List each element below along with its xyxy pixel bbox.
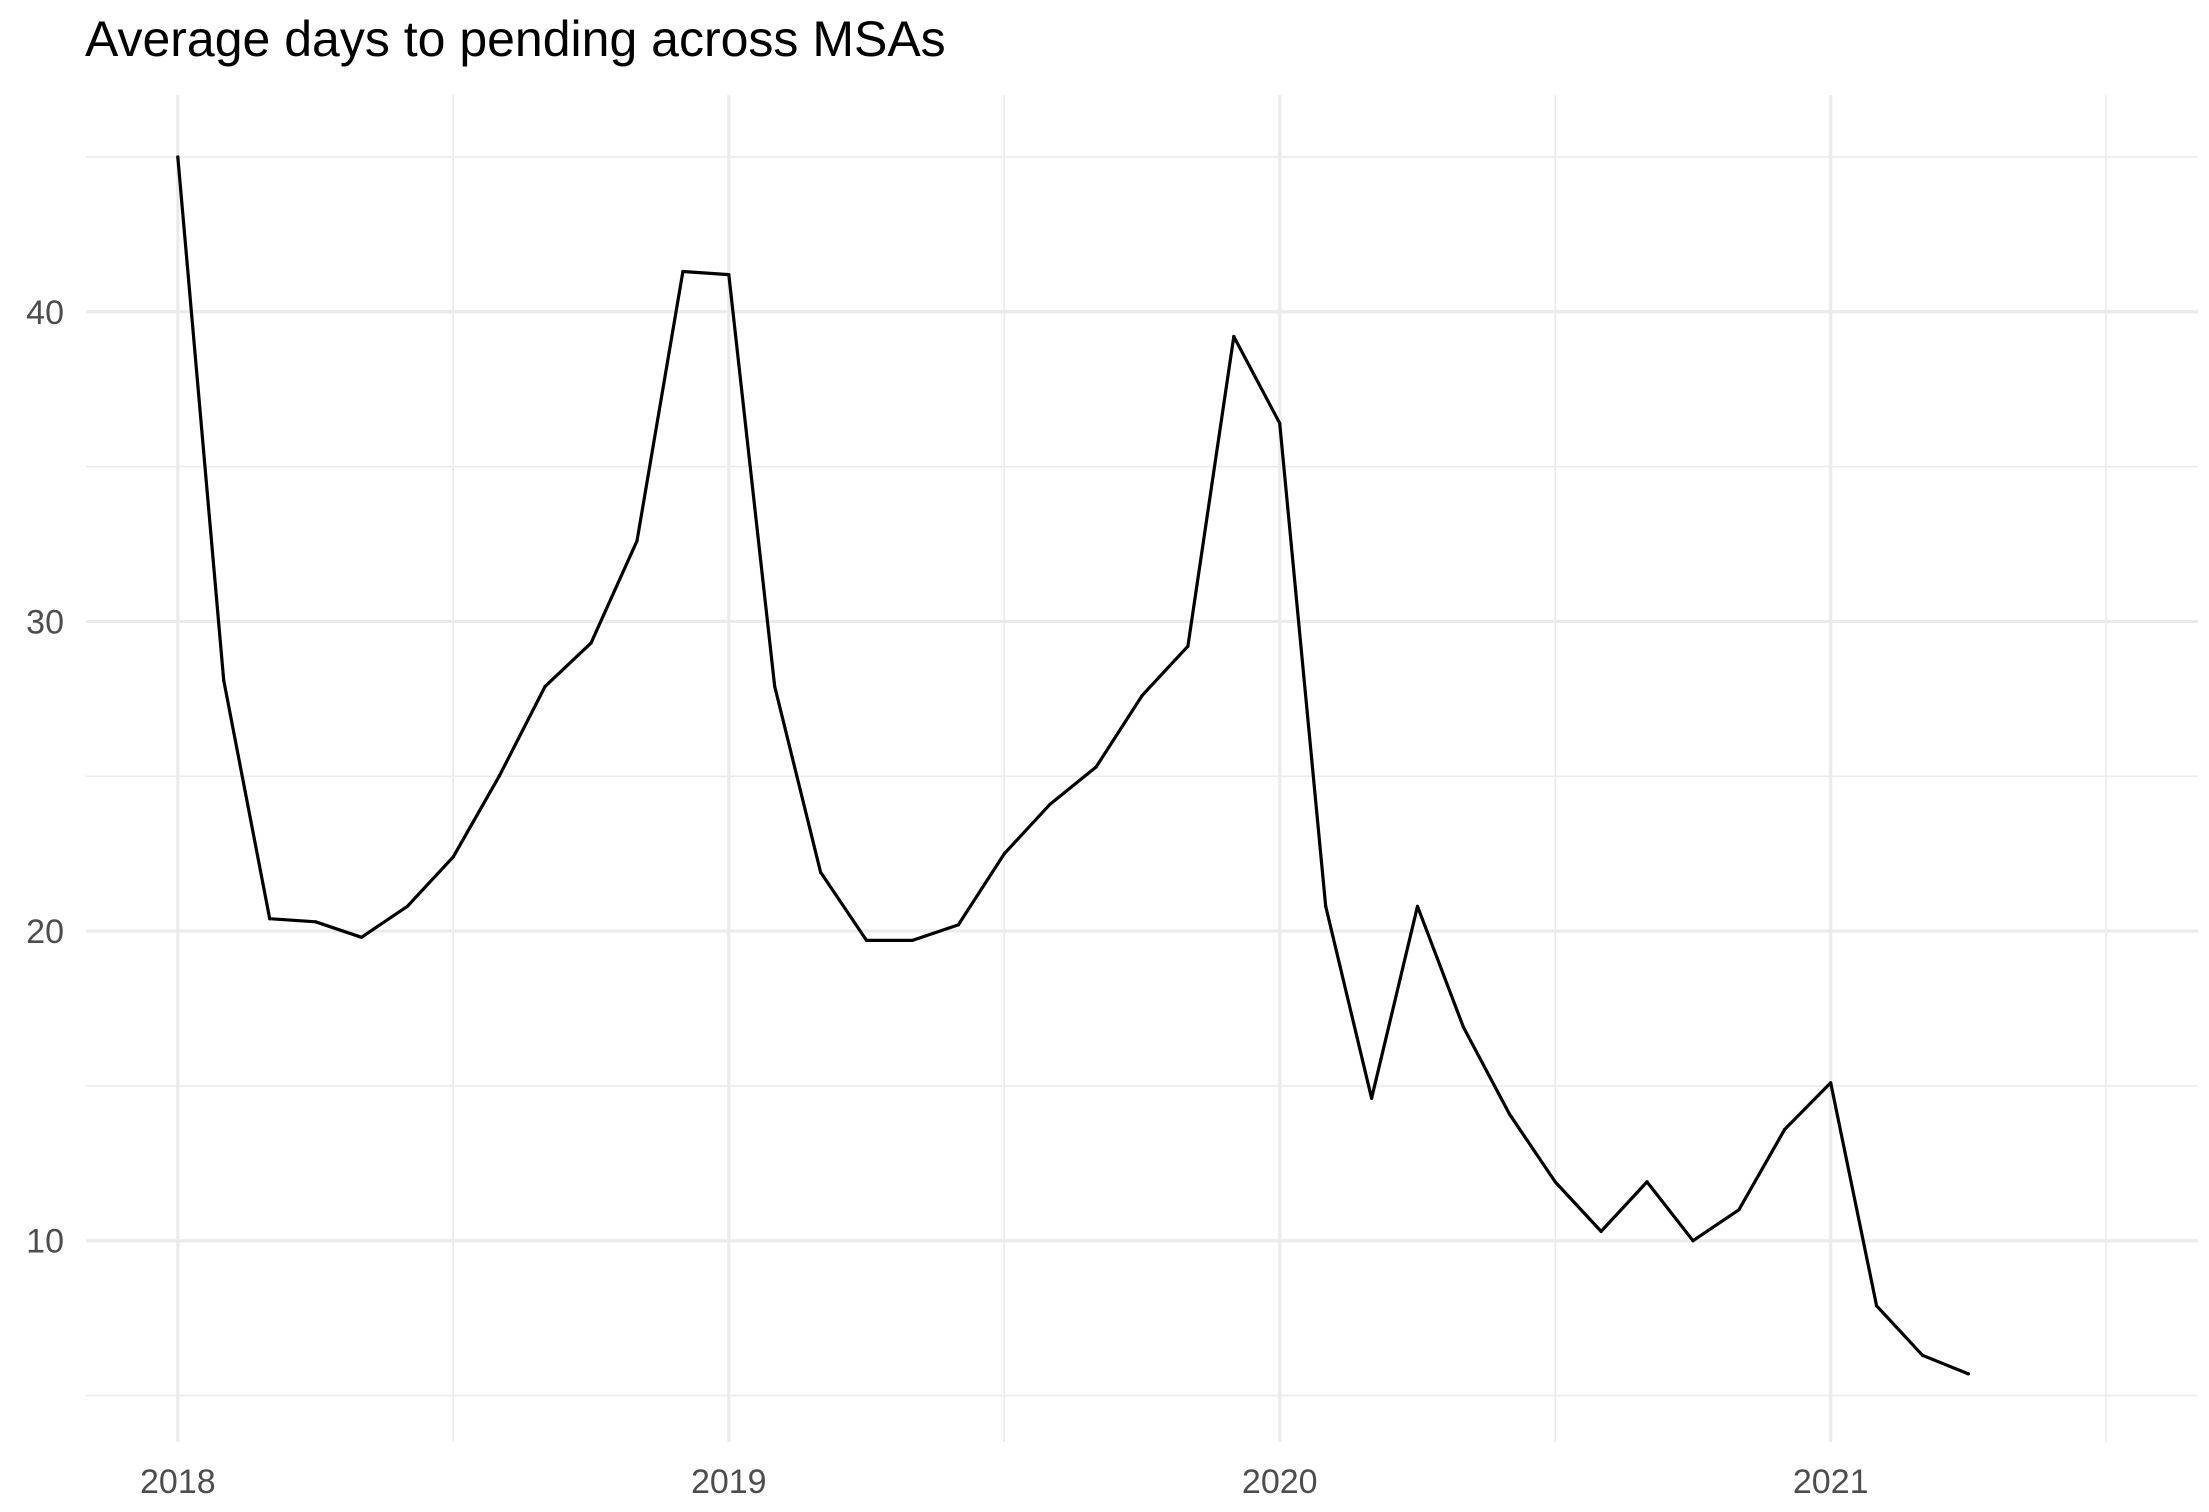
chart-title: Average days to pending across MSAs [85, 11, 946, 67]
data-point [1048, 802, 1052, 806]
data-point [681, 269, 685, 274]
data-point [864, 938, 869, 943]
data-point [1278, 421, 1282, 425]
data-point [1875, 1304, 1879, 1308]
major-gridlines [86, 95, 2198, 1442]
data-point [268, 917, 272, 921]
data-point [1737, 1208, 1741, 1212]
data-point [910, 938, 915, 943]
data-point [956, 923, 960, 927]
data-point [405, 904, 409, 908]
data-point [1002, 852, 1006, 856]
data-point [589, 641, 593, 645]
data-point [1829, 1081, 1833, 1085]
data-point [773, 684, 777, 689]
data-point [1324, 904, 1328, 908]
data-point [1507, 1112, 1511, 1116]
series-layer [176, 155, 1970, 1376]
data-point [1094, 765, 1098, 769]
data-point [1691, 1239, 1695, 1243]
minor-gridlines [86, 95, 2198, 1442]
x-tick-label: 2020 [1242, 1463, 1318, 1501]
data-point [222, 678, 226, 682]
y-tick-label: 10 [26, 1223, 64, 1261]
y-tick-label: 40 [26, 294, 64, 332]
data-point [1920, 1353, 1925, 1357]
data-point [1415, 904, 1420, 908]
data-point [635, 539, 639, 543]
data-point [176, 155, 180, 159]
data-point [314, 920, 318, 924]
data-point [1232, 334, 1236, 339]
data-point [1140, 694, 1144, 698]
data-point [359, 935, 364, 939]
series-line [176, 156, 1970, 1376]
y-axis-tick-labels: 10 20 30 40 [26, 294, 64, 1261]
data-point [1461, 1025, 1465, 1029]
data-point [1645, 1180, 1649, 1184]
x-tick-label: 2021 [1793, 1463, 1869, 1501]
data-point [1370, 1096, 1374, 1100]
y-tick-label: 30 [26, 603, 64, 641]
data-point [1599, 1229, 1603, 1233]
data-point [1186, 644, 1190, 648]
data-point [1553, 1180, 1557, 1184]
data-point [497, 774, 501, 778]
data-point [451, 855, 455, 859]
data-point [819, 870, 823, 874]
data-point [1966, 1372, 1970, 1376]
data-point [1783, 1127, 1787, 1131]
x-tick-label: 2019 [691, 1463, 767, 1501]
x-axis-tick-labels: 2018 2019 2020 2021 [140, 1463, 1869, 1501]
y-tick-label: 20 [26, 913, 64, 951]
x-tick-label: 2018 [140, 1463, 216, 1501]
data-point [727, 273, 731, 277]
data-point [543, 684, 547, 689]
